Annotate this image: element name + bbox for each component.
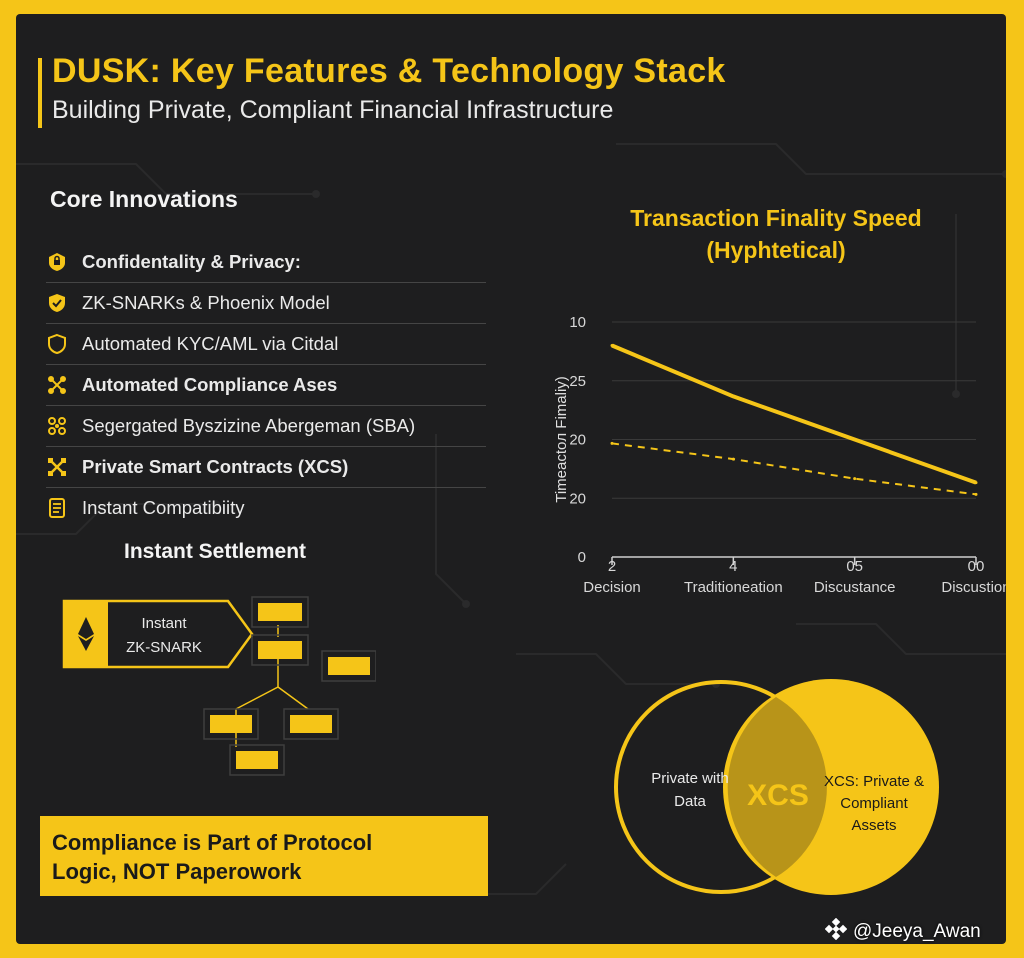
- venn-right-line3: Assets: [851, 817, 896, 834]
- author-watermark: @Jeeya_Awan: [824, 917, 981, 946]
- venn-overlap: [727, 697, 827, 877]
- flow-node: [251, 634, 309, 666]
- feature-item: Private Smart Contracts (XCS): [46, 447, 486, 488]
- flow-node: [229, 744, 285, 776]
- shield-check-icon: [46, 292, 68, 314]
- x-tick-number: 05: [846, 558, 863, 575]
- feature-label: Confidentality & Privacy:: [82, 251, 301, 272]
- feature-label: Instant Compatibiity: [82, 497, 245, 518]
- series-point: [974, 481, 978, 485]
- feature-item: Segergated Byszizine Abergeman (SBA): [46, 406, 486, 447]
- feature-item: Automated KYC/AML via Citdal: [46, 324, 486, 365]
- feature-label: Segergated Byszizine Abergeman (SBA): [82, 415, 416, 436]
- banner-line1: Compliance is Part of Protocol: [52, 830, 373, 855]
- solid-series-line: [611, 343, 977, 485]
- nodes-icon: [46, 415, 68, 437]
- chart-subtitle: (Hyphtetical): [706, 237, 846, 263]
- page-title: DUSK: Key Features & Technology Stack: [52, 52, 726, 90]
- feature-label: Private Smart Contracts (XCS): [82, 456, 349, 477]
- feature-item: Instant Compatibiity: [46, 488, 486, 528]
- x-category-label: Discustance: [814, 579, 896, 596]
- flow-node: [283, 708, 339, 740]
- xcs-venn-diagram: Private with Data XCS XCS: Private & Com…: [614, 679, 939, 895]
- flow-node: [251, 596, 309, 628]
- lock-badge-icon: [46, 251, 68, 273]
- y-tick-label: 0: [578, 549, 586, 566]
- feature-label: ZK-SNARKs & Phoenix Model: [82, 292, 330, 313]
- x-tick-number: 4: [729, 558, 737, 575]
- compliance-banner: Compliance is Part of Protocol Logic, NO…: [40, 816, 488, 896]
- venn-left-line2: Data: [674, 793, 706, 810]
- binance-logo-icon: [824, 917, 848, 946]
- x-tick-number: 2: [608, 558, 616, 575]
- zk-snark-box-line1: Instant: [141, 615, 187, 632]
- feature-list: Confidentality & Privacy: ZK-SNARKs & Ph…: [46, 242, 486, 528]
- flow-node: [321, 650, 376, 682]
- ethereum-icon: [78, 617, 94, 651]
- venn-right-line1: XCS: Private &: [824, 773, 924, 790]
- series-point: [853, 438, 857, 441]
- zk-snark-box-line2: ZK-SNARK: [126, 639, 202, 656]
- series-point: [974, 492, 978, 496]
- document-icon: [46, 497, 68, 519]
- venn-right-line2: Compliant: [840, 795, 908, 812]
- feature-label: Automated KYC/AML via Citdal: [82, 333, 339, 354]
- watermark-handle: @Jeeya_Awan: [853, 921, 981, 942]
- feature-label: Automated Compliance Ases: [82, 374, 338, 395]
- y-tick-label: 25: [569, 373, 586, 390]
- finality-line-chart: 0 20 20 25 10 2 Decision 4 Traditioneation 05 Disc…: [553, 314, 1006, 596]
- y-tick-label: 10: [569, 314, 586, 331]
- x-category-label: Discustion: [941, 579, 1006, 596]
- x-category-label: Decision: [583, 579, 641, 596]
- core-innovations-heading: Core Innovations: [50, 186, 238, 212]
- shield-icon: [46, 333, 68, 355]
- chart-title-block: Transaction Finality Speed (Hyphtetical): [546, 202, 1006, 266]
- page-subtitle: Building Private, Compliant Financial In…: [52, 96, 614, 124]
- series-point: [731, 457, 735, 461]
- series-point: [853, 477, 857, 481]
- banner-line2: Logic, NOT Paperowork: [52, 859, 302, 884]
- infographic-panel: DUSK: Key Features & Technology Stack Bu…: [16, 14, 1006, 944]
- feature-item: ZK-SNARKs & Phoenix Model: [46, 283, 486, 324]
- y-axis-label: Timeactoл Fimaliy): [553, 376, 570, 503]
- series-point: [610, 344, 614, 347]
- contract-nodes-icon: [46, 456, 68, 478]
- settlement-flow-diagram: Instant ZK-SNARK: [62, 596, 376, 776]
- feature-item: Confidentality & Privacy:: [46, 242, 486, 283]
- series-point: [610, 441, 614, 445]
- venn-center-label: XCS: [747, 779, 809, 812]
- x-tick-number: 00: [968, 558, 985, 575]
- network-icon: [46, 374, 68, 396]
- dashed-series-line: [611, 442, 977, 496]
- flow-node: [203, 708, 259, 740]
- series-point: [731, 394, 735, 398]
- title-accent-bar: [38, 58, 42, 128]
- venn-left-line1: Private with: [651, 770, 729, 787]
- feature-item: Automated Compliance Ases: [46, 365, 486, 406]
- chart-title: Transaction Finality Speed: [630, 205, 922, 231]
- y-tick-label: 20: [569, 490, 586, 507]
- settlement-heading: Instant Settlement: [124, 540, 307, 563]
- y-tick-label: 20: [569, 432, 586, 449]
- x-category-label: Traditioneation: [684, 579, 783, 596]
